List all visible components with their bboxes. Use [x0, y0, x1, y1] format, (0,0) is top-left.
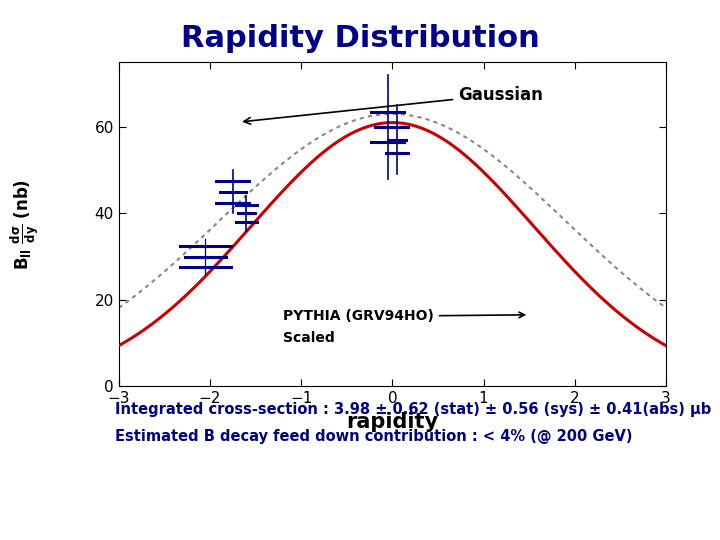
Text: Gaussian: Gaussian — [244, 85, 543, 124]
Text: Integrated cross-section : 3.98 ± 0.62 (stat) ± 0.56 (sys) ± 0.41(abs) μb: Integrated cross-section : 3.98 ± 0.62 (… — [115, 402, 711, 417]
Text: $\mathbf{B_{ll}\ \frac{d\sigma}{dy}\ (nb)}$: $\mathbf{B_{ll}\ \frac{d\sigma}{dy}\ (nb… — [9, 179, 42, 269]
Text: Rapidity Distribution: Rapidity Distribution — [181, 24, 539, 53]
Text: Scaled: Scaled — [283, 330, 335, 345]
Text: Estimated B decay feed down contribution : < 4% (@ 200 GeV): Estimated B decay feed down contribution… — [115, 429, 633, 444]
Text: PYTHIA (GRV94HO): PYTHIA (GRV94HO) — [283, 309, 525, 323]
X-axis label: rapidity: rapidity — [346, 411, 438, 431]
